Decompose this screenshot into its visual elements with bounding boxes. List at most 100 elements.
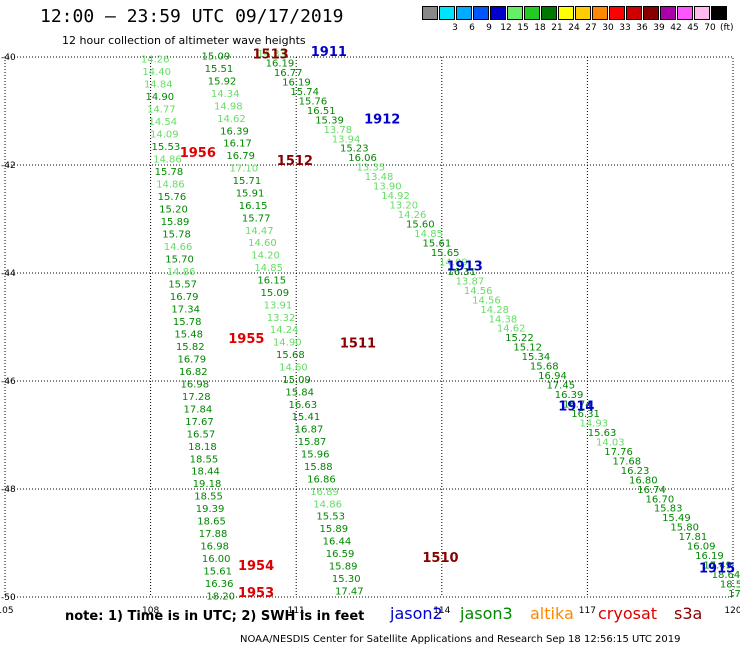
swh-value: 14.85	[254, 263, 283, 274]
swh-value: 16.86	[307, 474, 336, 485]
lon-tick-label: 108	[142, 606, 159, 616]
swh-value: 15.23	[340, 144, 369, 155]
lon-tick-label: 117	[579, 606, 596, 616]
swh-value: 15.60	[406, 220, 435, 231]
swh-value: 15.20	[159, 204, 188, 215]
swh-value: 14.56	[472, 295, 501, 306]
lat-tick-label: -46	[1, 377, 16, 387]
scale-label: 39	[653, 23, 665, 33]
swh-value: 15.76	[158, 192, 187, 203]
swh-value: 15.78	[162, 229, 191, 240]
pass-time-label: 1912	[364, 112, 400, 127]
swh-value: 14.09	[439, 257, 468, 268]
swh-value: 15.89	[320, 524, 349, 535]
swh-value: 14.90	[273, 338, 302, 349]
swh-value: 16.98	[181, 379, 210, 390]
swh-value: 16.15	[239, 201, 268, 212]
swh-value: 16.80	[629, 475, 658, 486]
pass-time-label: 1915	[699, 562, 735, 577]
swh-value: 15.89	[329, 561, 358, 572]
swh-value: 16.36	[205, 579, 234, 590]
swh-value: 16.19	[266, 58, 295, 69]
swh-value: 14.86	[313, 499, 342, 510]
scale-label: 3	[452, 23, 458, 33]
pass-time-label: 1956	[180, 146, 216, 161]
pass-time-label: 1511	[340, 337, 376, 352]
scale-swatch	[507, 6, 523, 20]
swh-value: 17.68	[613, 456, 642, 467]
swh-value: 15.53	[152, 142, 181, 153]
swh-value: 15.87	[298, 437, 327, 448]
swh-value: 16.15	[257, 275, 286, 286]
swh-value: 16.23	[621, 466, 650, 477]
scale-swatch	[609, 6, 625, 20]
scale-swatch	[660, 6, 676, 20]
swh-value: 15.61	[203, 567, 232, 578]
scale-label: 9	[486, 23, 492, 33]
legend-altika: altika	[530, 604, 574, 623]
swh-value: 15.68	[276, 350, 305, 361]
swh-value: 15.09	[202, 52, 231, 63]
swh-value: 14.56	[464, 286, 493, 297]
swh-value: 15.80	[670, 523, 699, 534]
lon-tick-label: 120	[724, 606, 740, 616]
swh-value: 15.78	[155, 167, 184, 178]
legend-s3a: s3a	[674, 604, 703, 623]
swh-value: 18.55	[194, 492, 223, 503]
pass-time-label: 1914	[558, 400, 594, 415]
scale-label: 42	[670, 23, 682, 33]
scale-swatch	[558, 6, 574, 20]
swh-value: 15.09	[282, 375, 311, 386]
swh-value: 17.33	[728, 589, 740, 600]
swh-value: 15.88	[304, 462, 333, 473]
swh-value: 16.09	[687, 542, 716, 553]
scale-swatch	[490, 6, 506, 20]
swh-value: 15.22	[505, 333, 534, 344]
swh-value: 15.65	[431, 248, 460, 259]
swh-value: 16.79	[177, 354, 206, 365]
scale-label: 33	[619, 23, 631, 33]
scale-swatch	[643, 6, 659, 20]
swh-value: 14.20	[251, 251, 280, 262]
swh-value: 15.96	[301, 450, 330, 461]
pass-time-label: 1955	[228, 332, 264, 347]
legend-jason3: jason3	[460, 604, 513, 623]
swh-value: 15.12	[513, 343, 542, 354]
swh-value: 15.09	[261, 288, 290, 299]
scale-swatch	[677, 6, 693, 20]
swh-value: 17.10	[229, 164, 258, 175]
swh-value: 17.28	[182, 392, 211, 403]
scale-swatch	[592, 6, 608, 20]
swh-value: 14.62	[497, 324, 526, 335]
pass-time-label: 1911	[311, 45, 347, 60]
swh-value: 17.47	[335, 586, 364, 597]
swh-value: 18.55	[190, 454, 219, 465]
swh-value: 16.19	[282, 77, 311, 88]
swh-value: 15.53	[316, 512, 345, 523]
swh-value: 16.06	[348, 153, 377, 164]
swh-value: 17.67	[185, 417, 214, 428]
swh-value: 16.31	[571, 409, 600, 420]
scale-label: 27	[585, 23, 597, 33]
lat-tick-label: -48	[1, 485, 16, 495]
scale-swatch	[694, 6, 710, 20]
swh-value: 16.79	[170, 292, 199, 303]
swh-value: 15.91	[236, 188, 265, 199]
scale-swatch	[439, 6, 455, 20]
swh-value: 18.18	[188, 442, 217, 453]
map-frame	[4, 56, 734, 598]
swh-value: 15.89	[161, 217, 190, 228]
swh-value: 19.18	[193, 479, 222, 490]
legend-cryosat: cryosat	[598, 604, 658, 623]
swh-value: 13.78	[323, 125, 352, 136]
swh-value: 15.84	[285, 387, 314, 398]
scale-unit: (ft)	[720, 23, 734, 33]
swh-value: 18.64	[712, 570, 740, 581]
lon-tick-label: 105	[0, 606, 14, 616]
swh-value: 14.93	[579, 418, 608, 429]
swh-value: 16.17	[223, 139, 252, 150]
scale-swatch	[541, 6, 557, 20]
swh-value: 14.34	[211, 89, 240, 100]
swh-value: 14.60	[248, 238, 277, 249]
